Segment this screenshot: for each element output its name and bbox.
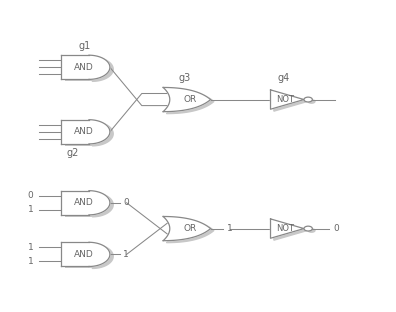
Text: NOT: NOT	[276, 224, 294, 233]
Polygon shape	[89, 120, 110, 144]
Polygon shape	[163, 217, 211, 241]
Polygon shape	[92, 57, 113, 81]
Bar	[61, 120, 89, 144]
Text: g4: g4	[277, 73, 289, 83]
Text: 1: 1	[227, 224, 232, 233]
Text: AND: AND	[74, 127, 93, 136]
Text: AND: AND	[74, 198, 93, 207]
Polygon shape	[89, 242, 110, 266]
Bar	[61, 191, 89, 215]
Text: AND: AND	[74, 63, 93, 72]
Polygon shape	[89, 55, 110, 79]
Polygon shape	[274, 221, 307, 240]
Text: 1: 1	[28, 243, 33, 252]
Text: NOT: NOT	[276, 95, 294, 104]
Text: 1: 1	[28, 205, 33, 214]
Bar	[65, 57, 92, 81]
Polygon shape	[270, 219, 304, 238]
Polygon shape	[270, 90, 304, 109]
Polygon shape	[92, 244, 113, 268]
Text: 0: 0	[333, 224, 339, 233]
Bar	[65, 193, 92, 217]
Polygon shape	[166, 90, 214, 114]
Circle shape	[307, 228, 316, 233]
Bar	[65, 122, 92, 146]
Text: 0: 0	[123, 198, 129, 207]
Text: OR: OR	[183, 224, 196, 233]
Circle shape	[304, 97, 312, 102]
Text: 1: 1	[28, 257, 33, 266]
Bar	[61, 242, 89, 266]
Polygon shape	[92, 193, 113, 217]
Text: 1: 1	[123, 250, 129, 259]
Text: 0: 0	[28, 191, 33, 200]
Polygon shape	[166, 218, 214, 243]
Polygon shape	[163, 87, 211, 112]
Polygon shape	[274, 92, 307, 111]
Text: OR: OR	[183, 95, 196, 104]
Bar	[65, 244, 92, 268]
Circle shape	[307, 99, 316, 104]
Text: g1: g1	[78, 41, 90, 51]
Polygon shape	[92, 122, 113, 146]
Text: AND: AND	[74, 250, 93, 259]
Text: g2: g2	[67, 148, 79, 158]
Bar	[61, 55, 89, 79]
Polygon shape	[89, 191, 110, 215]
Text: g3: g3	[179, 73, 191, 83]
Circle shape	[304, 226, 312, 231]
